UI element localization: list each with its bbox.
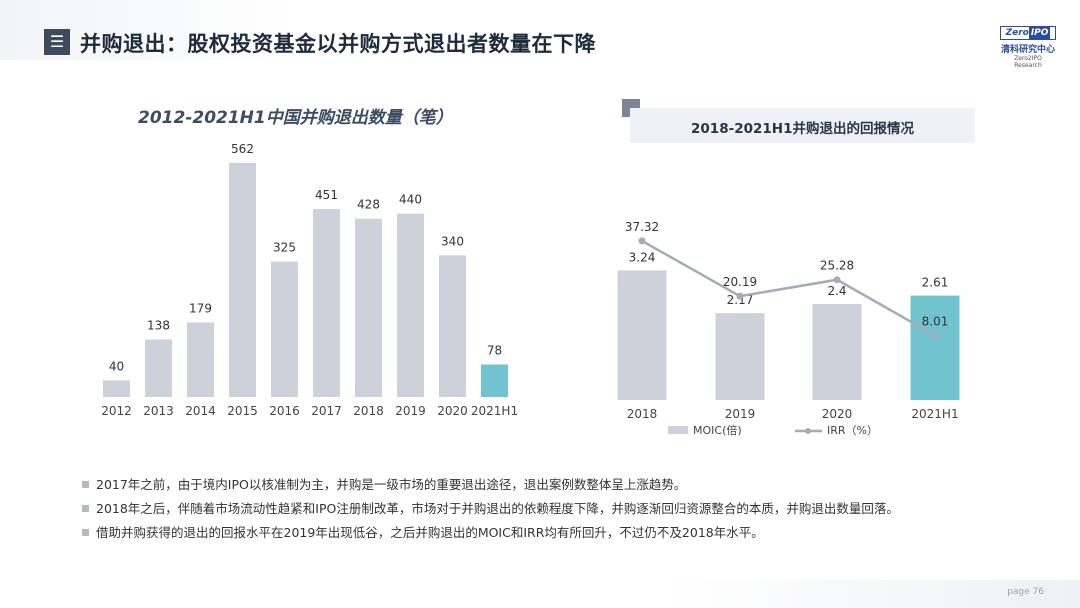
footer-background — [660, 580, 1080, 608]
x-tick-label: 2017 — [311, 404, 342, 418]
x-tick-label: 2016 — [269, 404, 300, 418]
data-label: 428 — [357, 198, 380, 212]
x-tick-label: 2021H1 — [911, 407, 958, 421]
x-tick-label: 2012 — [101, 404, 132, 418]
logo-text-left: Zero — [1005, 28, 1029, 38]
x-tick-label: 2018 — [627, 407, 658, 421]
bullet-item: 借助并购获得的退出的回报水平在2019年出现低谷，之后并购退出的MOIC和IRR… — [82, 521, 1002, 545]
bar — [910, 295, 960, 400]
bar — [103, 380, 130, 397]
logo-name-en: Zero2IPO Research — [1014, 55, 1042, 69]
bar-data-label: 2.4 — [827, 284, 846, 298]
data-label: 40 — [109, 359, 124, 373]
irr-line — [641, 239, 936, 337]
bar-data-label: 2.61 — [922, 276, 949, 290]
data-label: 562 — [231, 142, 254, 156]
page-label: page — [1007, 587, 1030, 597]
data-label: 440 — [399, 193, 422, 207]
x-tick-label: 2020 — [437, 404, 468, 418]
bar — [187, 322, 214, 397]
legend-line-marker — [805, 428, 811, 434]
legend-line-label: IRR（%） — [827, 424, 878, 437]
bar — [617, 270, 667, 400]
bullet-item: 2018年之后，伴随着市场流动性趋紧和IPO注册制改革，市场对于并购退出的依赖程… — [82, 497, 1002, 521]
bar — [481, 364, 508, 397]
bar-data-label: 3.24 — [629, 250, 656, 264]
bullet-list: 2017年之前，由于境内IPO以核准制为主，并购是一级市场的重要退出途径，退出案… — [82, 473, 1002, 545]
page-number: page 76 — [1007, 587, 1044, 597]
line-point — [833, 276, 841, 284]
data-label: 340 — [441, 234, 464, 248]
page-number-value: 76 — [1032, 587, 1044, 597]
logo: Zero IPO 清科研究中心 Zero2IPO Research — [1000, 26, 1056, 69]
left-chart-title: 2012-2021H1中国并购退出数量（笔） — [138, 108, 453, 128]
line-data-label: 8.01 — [922, 314, 949, 328]
bar — [812, 304, 862, 400]
legend-bar-swatch — [668, 426, 688, 434]
line-data-label: 20.19 — [723, 275, 757, 289]
right-chart-title: 2018-2021H1并购退出的回报情况 — [691, 121, 914, 137]
logo-name-cn: 清科研究中心 — [1000, 45, 1055, 55]
logo-text-right: IPO — [1028, 27, 1051, 39]
bar — [715, 313, 765, 400]
bar — [397, 213, 424, 397]
data-label: 451 — [315, 188, 338, 202]
line-data-label: 37.32 — [625, 220, 659, 234]
bar-data-label: 2.17 — [727, 293, 754, 307]
data-label: 325 — [273, 241, 296, 255]
line-point — [736, 292, 744, 300]
x-tick-label: 2013 — [143, 404, 174, 418]
x-tick-label: 2015 — [227, 404, 258, 418]
data-label: 179 — [189, 301, 212, 315]
line-point — [638, 237, 646, 245]
data-label: 78 — [487, 344, 502, 358]
right-combo-chart: 3.24 2018 2.17 2019 2.4 2020 2.61 2021H1 37.32 20… — [617, 220, 960, 437]
x-tick-label: 2019 — [395, 404, 426, 418]
right-chart-title-box: 2018-2021H1并购退出的回报情况 — [630, 108, 975, 143]
bar — [229, 162, 256, 397]
x-tick-label: 2019 — [725, 407, 756, 421]
bar — [271, 261, 298, 397]
legend-bar-label: MOIC(倍) — [693, 423, 742, 437]
bar — [145, 339, 172, 397]
x-tick-label: 2020 — [822, 407, 853, 421]
bar — [439, 255, 466, 397]
line-data-label: 25.28 — [820, 259, 854, 273]
line-point — [931, 331, 939, 339]
left-bar-chart: 40 2012 138 2013 179 2014 562 2015 325 2016 451 201… — [101, 142, 518, 418]
data-label: 138 — [147, 319, 170, 333]
logo-mark: Zero IPO — [1000, 26, 1056, 40]
bullet-item: 2017年之前，由于境内IPO以核准制为主，并购是一级市场的重要退出途径，退出案… — [82, 473, 1002, 497]
page-title: 并购退出：股权投资基金以并购方式退出者数量在下降 — [80, 32, 596, 56]
bar — [313, 209, 340, 397]
bar — [355, 218, 382, 397]
menu-icon[interactable]: ☰ — [44, 29, 70, 55]
x-tick-label: 2018 — [353, 404, 384, 418]
x-tick-label: 2021H1 — [471, 404, 518, 418]
x-tick-label: 2014 — [185, 404, 216, 418]
